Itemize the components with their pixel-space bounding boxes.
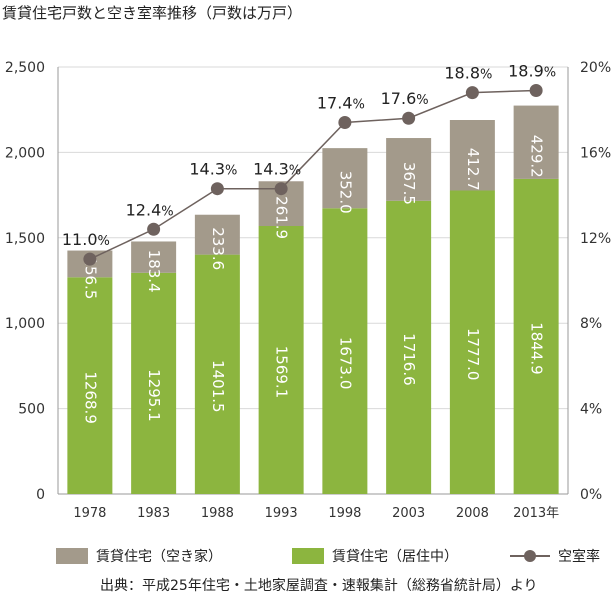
data-label-occupied: 1777.0	[464, 328, 482, 381]
rate-line	[89, 89, 537, 260]
rate-label: 12.4%	[126, 200, 174, 219]
rate-point	[402, 111, 416, 125]
data-label-vacant: 261.9	[273, 196, 291, 239]
bar-occupied	[449, 190, 495, 494]
data-label-vacant: 233.6	[209, 227, 227, 270]
x-tick-label: 1988	[201, 506, 234, 521]
y-left-tick-label: 1,000	[5, 316, 45, 332]
x-tick-label: 1993	[265, 506, 298, 521]
data-label-vacant: 156.5	[81, 256, 99, 299]
x-tick-label: 2013年	[513, 506, 559, 521]
x-tick-label: 2003	[392, 506, 425, 521]
y-right-tick-label: 4%	[580, 402, 602, 418]
x-tick-label: 1983	[137, 506, 170, 521]
data-label-occupied: 1401.5	[209, 360, 227, 413]
rate-label: 17.6%	[381, 89, 429, 108]
y-left-tick-label: 500	[18, 402, 45, 418]
bar-vacant	[386, 138, 432, 201]
data-label-vacant: 412.7	[464, 148, 482, 191]
legend-item-occupied: 賃貸住宅（居住中）	[292, 546, 458, 566]
bar-vacant	[194, 214, 240, 255]
y-right-tick-label: 12%	[580, 231, 611, 247]
bar-vacant	[131, 241, 177, 273]
rate-label: 11.0%	[62, 230, 110, 249]
data-label-occupied: 1716.6	[400, 333, 418, 386]
y-left-tick-label: 0	[36, 487, 45, 503]
bar-occupied	[258, 225, 304, 494]
legend-label-occupied: 賃貸住宅（居住中）	[332, 549, 458, 565]
data-label-vacant: 429.2	[528, 135, 546, 178]
y-left-tick-label: 1,500	[5, 231, 45, 247]
rate-label: 18.8%	[444, 64, 492, 83]
bar-occupied	[322, 208, 368, 495]
y-right-tick-label: 8%	[580, 316, 602, 332]
data-label-vacant: 183.4	[145, 250, 163, 293]
x-tick-label: 1978	[73, 506, 106, 521]
chart-title: 賃貸住宅戸数と空き室率推移（戸数は万戸）	[2, 4, 303, 22]
y-right-tick-label: 20%	[580, 60, 611, 76]
legend-item-vacant: 賃貸住宅（空き家）	[56, 546, 222, 566]
rate-point	[465, 86, 479, 100]
y-right-tick-label: 0%	[580, 487, 602, 503]
bar-vacant	[449, 119, 495, 191]
data-label-vacant: 367.5	[400, 162, 418, 205]
rate-point	[338, 116, 352, 130]
rate-label: 17.4%	[317, 94, 365, 113]
bar-vacant	[322, 148, 368, 209]
data-label-occupied: 1673.0	[336, 337, 354, 390]
legend-label-rate: 空室率	[558, 549, 600, 565]
data-label-occupied: 1569.1	[273, 346, 291, 399]
rate-label: 14.3%	[189, 160, 237, 179]
rate-point	[83, 252, 97, 266]
bar-vacant	[513, 105, 559, 179]
legend-swatch-vacant	[56, 548, 88, 564]
x-tick-label: 1998	[328, 506, 361, 521]
rate-point	[529, 83, 543, 97]
bar-occupied	[67, 277, 113, 494]
legend-swatch-rate	[510, 548, 550, 564]
bar-occupied	[194, 254, 240, 494]
legend: 賃貸住宅（空き家） 賃貸住宅（居住中） 空室率	[0, 546, 616, 568]
rate-label: 18.9%	[508, 61, 556, 80]
rate-point	[274, 182, 288, 196]
y-left-tick-label: 2,000	[5, 145, 45, 161]
legend-item-rate: 空室率	[510, 546, 600, 566]
data-label-occupied: 1844.9	[528, 322, 546, 375]
rate-point	[147, 222, 161, 236]
legend-swatch-occupied	[292, 548, 324, 564]
bar-occupied	[386, 200, 432, 494]
legend-label-vacant: 賃貸住宅（空き家）	[96, 549, 222, 565]
bar-occupied	[513, 178, 559, 494]
rate-point	[210, 182, 224, 196]
rate-label: 14.3%	[253, 160, 301, 179]
chart: 0 500 1,000 1,500 2,000 2,500 0% 4% 8% 12% 16% 20% 1…	[5, 60, 611, 521]
data-label-occupied: 1295.1	[145, 369, 163, 422]
y-left-tick-label: 2,500	[5, 60, 45, 76]
source-note: 出典：平成25年住宅・土地家屋調査・速報集計（総務省統計局）より	[100, 578, 538, 594]
x-tick-label: 2008	[456, 506, 489, 521]
y-right-tick-label: 16%	[580, 145, 611, 161]
data-label-vacant: 352.0	[336, 171, 354, 214]
bar-occupied	[131, 272, 177, 494]
data-label-occupied: 1268.9	[81, 371, 99, 424]
